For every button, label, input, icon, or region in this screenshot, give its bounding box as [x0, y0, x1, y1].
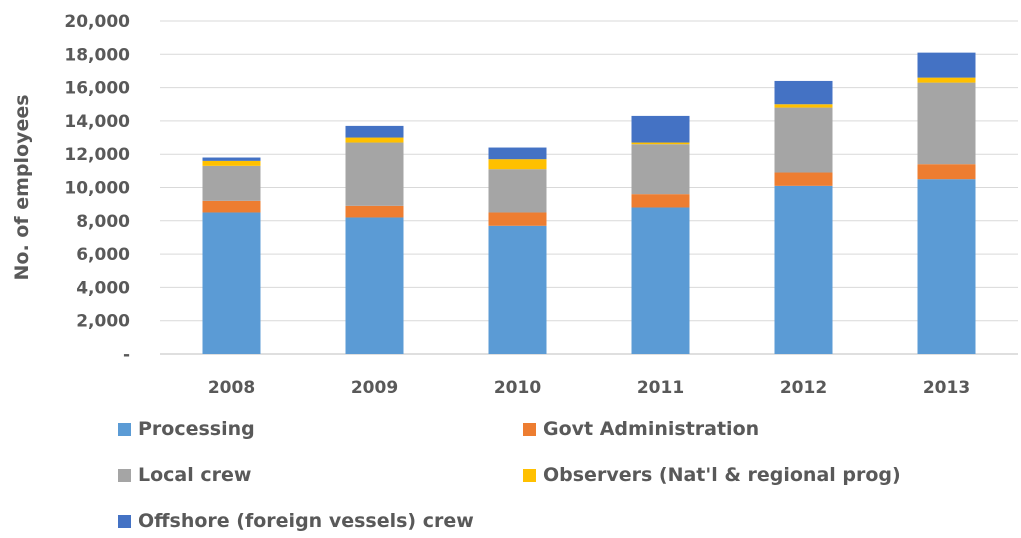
y-tick-label: - [123, 345, 130, 365]
bars [203, 53, 976, 354]
bar-segment [775, 104, 833, 107]
bar-segment [918, 83, 976, 165]
bar-segment [489, 226, 547, 354]
bar-segment [489, 169, 547, 212]
bar-segment [489, 159, 547, 169]
bar-segment [632, 116, 690, 143]
legend-swatch [523, 423, 536, 436]
legend-swatch [118, 469, 131, 482]
legend-item: Local crew [118, 464, 251, 486]
bar-segment [775, 173, 833, 186]
y-tick-label: 18,000 [64, 45, 130, 65]
legend-item: Govt Administration [523, 418, 759, 440]
bar-segment [203, 212, 261, 354]
y-tick-label: 4,000 [76, 278, 130, 298]
y-tick-label: 10,000 [64, 179, 130, 199]
bar-segment [203, 201, 261, 213]
y-tick-label: 6,000 [76, 245, 130, 265]
legend-label: Govt Administration [543, 418, 759, 440]
bar-segment [203, 158, 261, 161]
y-axis-label: No. of employees [11, 94, 33, 280]
bar-segment [918, 53, 976, 78]
bar-segment [346, 206, 404, 218]
legend-label: Offshore (foreign vessels) crew [138, 510, 474, 532]
x-tick-label: 2012 [780, 378, 827, 398]
bar-segment [346, 126, 404, 138]
bar-segment [346, 138, 404, 143]
y-tick-label: 8,000 [76, 212, 130, 232]
legend-item: Processing [118, 418, 255, 440]
y-tick-label: 2,000 [76, 312, 130, 332]
legend-label: Observers (Nat'l & regional prog) [543, 464, 901, 486]
bar-segment [632, 207, 690, 354]
y-tick-label: 14,000 [64, 112, 130, 132]
bar-segment [346, 217, 404, 354]
bar-segment [918, 164, 976, 179]
legend-item: Offshore (foreign vessels) crew [118, 510, 474, 532]
bar-segment [489, 148, 547, 160]
y-tick-label: 12,000 [64, 145, 130, 165]
bar-segment [203, 166, 261, 201]
y-tick-label: 16,000 [64, 79, 130, 99]
x-tick-label: 2008 [208, 378, 255, 398]
y-tick-labels: - 2,000 4,000 6,000 8,000 10,000 12,000 14,000 1… [64, 12, 130, 365]
bar-segment [632, 144, 690, 194]
bar-segment [775, 108, 833, 173]
legend-swatch [118, 423, 131, 436]
bar-segment [632, 194, 690, 207]
legend-label: Local crew [138, 464, 251, 486]
bar-segment [775, 81, 833, 104]
legend-item: Observers (Nat'l & regional prog) [523, 464, 901, 486]
x-tick-labels: 2008 2009 2010 2011 2012 2013 [208, 378, 970, 398]
legend-swatch [523, 469, 536, 482]
bar-segment [918, 78, 976, 83]
x-tick-label: 2011 [637, 378, 684, 398]
y-tick-label: 20,000 [64, 12, 130, 32]
legend-swatch [118, 515, 131, 528]
x-tick-label: 2009 [351, 378, 398, 398]
bar-segment [918, 179, 976, 354]
gridlines [160, 21, 1018, 354]
x-tick-label: 2013 [923, 378, 970, 398]
bar-segment [489, 212, 547, 225]
bar-segment [632, 143, 690, 145]
x-tick-label: 2010 [494, 378, 541, 398]
bar-segment [775, 186, 833, 354]
legend-label: Processing [138, 418, 255, 440]
bar-segment [203, 161, 261, 166]
bar-segment [346, 143, 404, 206]
